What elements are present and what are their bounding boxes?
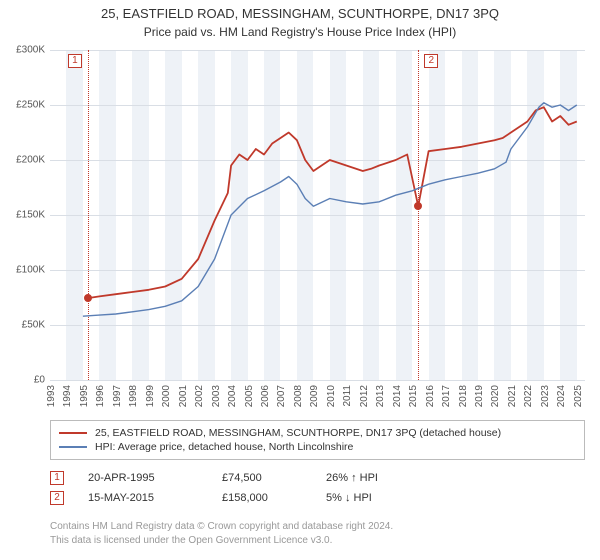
sales-table: 1 20-APR-1995 £74,500 26% ↑ HPI 2 15-MAY-2015… <box>50 468 585 508</box>
x-tick-label: 1999 <box>145 385 156 407</box>
x-tick-label: 2025 <box>573 385 584 407</box>
sale-row-date: 20-APR-1995 <box>88 472 198 484</box>
sale-row-badge: 2 <box>50 491 64 505</box>
y-tick-label: £50K <box>22 320 45 331</box>
legend: 25, EASTFIELD ROAD, MESSINGHAM, SCUNTHOR… <box>50 420 585 460</box>
chart-svg <box>50 50 585 380</box>
y-tick-label: £150K <box>16 210 45 221</box>
x-tick-label: 1995 <box>79 385 90 407</box>
x-tick-label: 2013 <box>375 385 386 407</box>
x-tick-label: 2014 <box>392 385 403 407</box>
x-tick-label: 1998 <box>128 385 139 407</box>
x-tick-label: 2020 <box>490 385 501 407</box>
sale-row: 2 15-MAY-2015 £158,000 5% ↓ HPI <box>50 488 585 508</box>
x-tick-label: 1996 <box>95 385 106 407</box>
x-tick-label: 1997 <box>112 385 123 407</box>
y-tick-label: £250K <box>16 100 45 111</box>
page-subtitle: Price paid vs. HM Land Registry's House … <box>0 21 600 39</box>
x-tick-label: 2012 <box>359 385 370 407</box>
page-title: 25, EASTFIELD ROAD, MESSINGHAM, SCUNTHOR… <box>0 0 600 21</box>
x-tick-label: 1994 <box>62 385 73 407</box>
sale-dot <box>84 294 92 302</box>
x-tick-label: 2019 <box>474 385 485 407</box>
x-tick-label: 2009 <box>309 385 320 407</box>
sale-row: 1 20-APR-1995 £74,500 26% ↑ HPI <box>50 468 585 488</box>
legend-swatch-property <box>59 432 87 434</box>
x-tick-label: 2006 <box>260 385 271 407</box>
series-line-property <box>88 107 577 298</box>
sale-dot <box>414 202 422 210</box>
y-tick-label: £100K <box>16 265 45 276</box>
sale-row-price: £74,500 <box>222 472 302 484</box>
x-tick-label: 2002 <box>194 385 205 407</box>
sale-row-diff: 5% ↓ HPI <box>326 492 436 504</box>
x-tick-label: 2017 <box>441 385 452 407</box>
x-tick-label: 2021 <box>507 385 518 407</box>
x-tick-label: 1993 <box>46 385 57 407</box>
x-tick-label: 2023 <box>540 385 551 407</box>
x-tick-label: 2024 <box>556 385 567 407</box>
sale-row-price: £158,000 <box>222 492 302 504</box>
x-tick-label: 2008 <box>293 385 304 407</box>
y-tick-label: £200K <box>16 155 45 166</box>
sale-marker-badge: 1 <box>68 54 82 68</box>
sale-row-date: 15-MAY-2015 <box>88 492 198 504</box>
x-tick-label: 2005 <box>244 385 255 407</box>
y-tick-label: £300K <box>16 45 45 56</box>
x-tick-label: 2007 <box>276 385 287 407</box>
sale-row-diff: 26% ↑ HPI <box>326 472 436 484</box>
legend-item-property: 25, EASTFIELD ROAD, MESSINGHAM, SCUNTHOR… <box>59 426 576 440</box>
footer-line2: This data is licensed under the Open Gov… <box>50 534 585 548</box>
y-tick-label: £0 <box>34 375 45 386</box>
x-tick-label: 2004 <box>227 385 238 407</box>
sale-row-badge: 1 <box>50 471 64 485</box>
footer-line1: Contains HM Land Registry data © Crown c… <box>50 520 585 534</box>
x-tick-label: 2001 <box>178 385 189 407</box>
x-tick-label: 2010 <box>326 385 337 407</box>
series-line-hpi <box>83 103 577 316</box>
price-chart: £0£50K£100K£150K£200K£250K£300K199319941… <box>50 50 585 380</box>
sale-marker-badge: 2 <box>424 54 438 68</box>
legend-item-hpi: HPI: Average price, detached house, Nort… <box>59 440 576 454</box>
legend-swatch-hpi <box>59 446 87 448</box>
x-tick-label: 2015 <box>408 385 419 407</box>
footer-attribution: Contains HM Land Registry data © Crown c… <box>50 520 585 547</box>
x-tick-label: 2003 <box>211 385 222 407</box>
x-tick-label: 2016 <box>425 385 436 407</box>
legend-label-property: 25, EASTFIELD ROAD, MESSINGHAM, SCUNTHOR… <box>95 427 501 439</box>
x-tick-label: 2022 <box>523 385 534 407</box>
x-tick-label: 2018 <box>458 385 469 407</box>
x-tick-label: 2000 <box>161 385 172 407</box>
legend-label-hpi: HPI: Average price, detached house, Nort… <box>95 441 353 453</box>
x-tick-label: 2011 <box>342 385 353 407</box>
